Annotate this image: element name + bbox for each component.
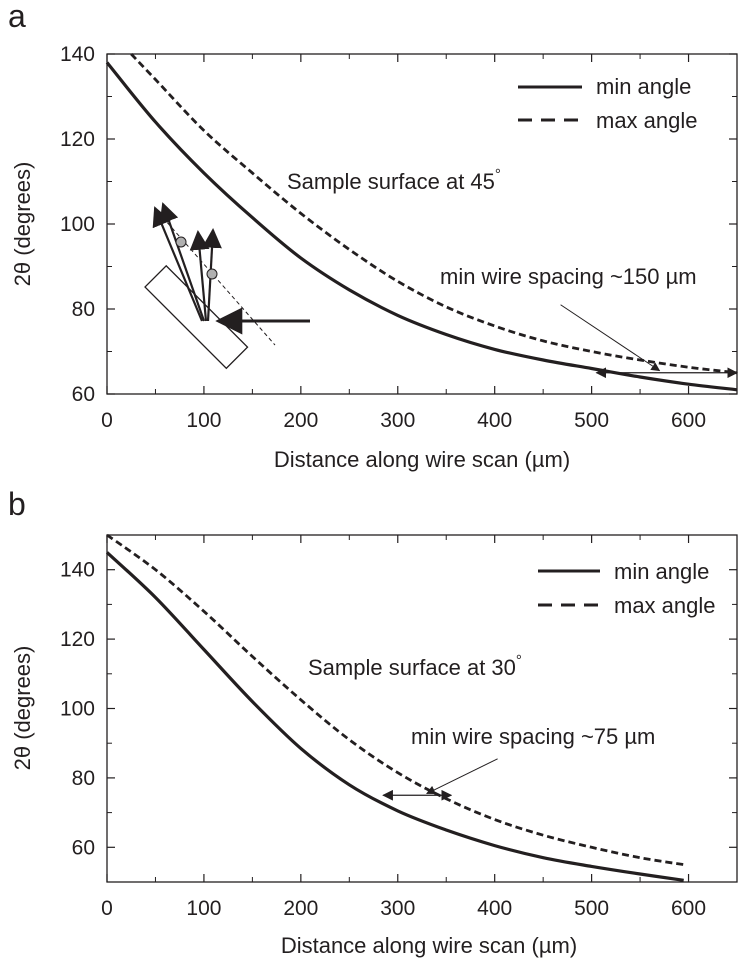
x-tick-label: 500 — [574, 897, 609, 920]
annotation-sample-surface-a: Sample surface at 45° — [287, 166, 501, 194]
series-line-min-angle-b — [105, 551, 684, 882]
legend-label-max-angle-b: max angle — [614, 593, 716, 618]
x-tick-label: 600 — [671, 897, 706, 920]
legend-a: min angle max angle — [518, 74, 698, 133]
x-axis-title-b: Distance along wire scan (µm) — [281, 933, 577, 958]
panel-label-b: b — [8, 486, 26, 522]
x-tick-label: 200 — [283, 409, 318, 432]
inset-ray-arrow-2 — [159, 202, 206, 322]
annotation-wire-spacing-a: min wire spacing ~150 µm — [440, 264, 697, 289]
x-tick-label: 400 — [477, 409, 512, 432]
y-tick-label: 80 — [72, 298, 95, 321]
y-tick-label: 100 — [60, 698, 95, 721]
inset-dashed-line — [157, 211, 276, 346]
x-tick-label: 100 — [186, 897, 221, 920]
y-tick-label: 60 — [72, 836, 95, 859]
x-tick-label: 0 — [101, 897, 113, 920]
inset-ray-arrow-1 — [152, 206, 204, 322]
y-tick-label: 140 — [60, 559, 95, 582]
x-tick-label: 500 — [574, 409, 609, 432]
chart-panel-b: b 0 100 200 300 400 500 600 60 80 100 120 140 min a… — [8, 486, 738, 958]
plot-frame-b — [106, 534, 738, 883]
x-tick-label: 400 — [477, 897, 512, 920]
y-axis-title-b: 2θ (degrees) — [10, 646, 35, 771]
chart-panel-a: a 0 100 200 300 400 500 600 60 80 100 120 140 min a… — [8, 0, 739, 472]
inset-sample-rectangle — [144, 264, 249, 370]
axis-ticks-b: 0 100 200 300 400 500 600 60 80 100 120 140 — [60, 534, 737, 920]
spacing-pointer-line-a — [560, 304, 661, 372]
x-tick-label: 600 — [671, 409, 706, 432]
spacing-marker-b — [382, 758, 498, 801]
y-tick-label: 100 — [60, 213, 95, 236]
x-axis-title-a: Distance along wire scan (µm) — [274, 447, 570, 472]
legend-b: min angle max angle — [538, 559, 716, 618]
y-tick-label: 60 — [72, 383, 95, 406]
series-lines-b — [105, 533, 684, 882]
series-line-max-angle-a — [130, 53, 738, 375]
y-axis-title-a: 2θ (degrees) — [10, 162, 35, 287]
legend-label-max-angle-a: max angle — [596, 108, 698, 133]
x-tick-label: 200 — [283, 897, 318, 920]
spacing-pointer-line-b — [426, 758, 498, 794]
y-tick-label: 80 — [72, 767, 95, 790]
y-tick-label: 120 — [60, 628, 95, 651]
inset-wire-circle-1 — [175, 236, 187, 248]
annotation-wire-spacing-b: min wire spacing ~75 µm — [411, 724, 655, 749]
y-tick-label: 120 — [60, 128, 95, 151]
x-tick-label: 300 — [380, 409, 415, 432]
inset-wire-circle-2 — [206, 268, 218, 280]
legend-label-min-angle-a: min angle — [596, 74, 691, 99]
series-line-max-angle-b — [106, 533, 684, 866]
panel-label-a: a — [8, 0, 26, 34]
legend-label-min-angle-b: min angle — [614, 559, 709, 584]
axis-ticks-a: 0 100 200 300 400 500 600 60 80 100 120 140 — [60, 43, 737, 432]
y-tick-label: 140 — [60, 43, 95, 66]
x-tick-label: 0 — [101, 409, 113, 432]
x-tick-label: 100 — [186, 409, 221, 432]
annotation-sample-surface-b: Sample surface at 30° — [308, 652, 522, 680]
inset-ray-arrow-3 — [189, 230, 210, 322]
spacing-marker-a — [560, 304, 739, 379]
x-tick-label: 300 — [380, 897, 415, 920]
inset-schematic-a — [144, 202, 310, 370]
